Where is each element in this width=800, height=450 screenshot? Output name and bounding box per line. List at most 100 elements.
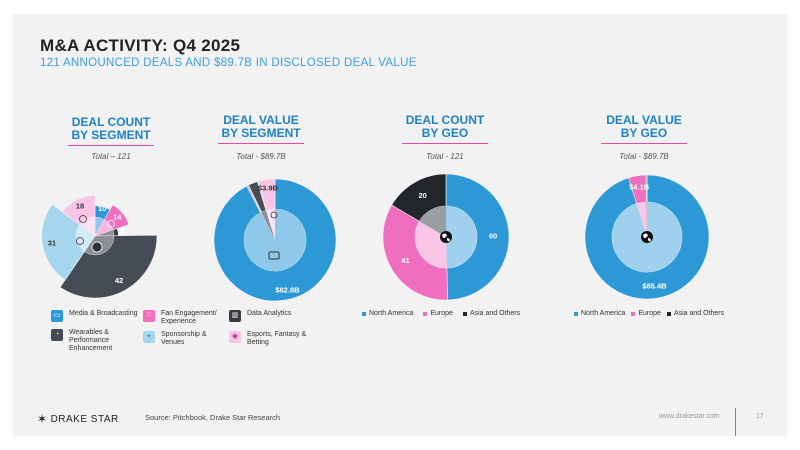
source-note: Source: Pitchbook, Drake Star Research [145,413,281,422]
logo-text: DRAKE STAR [50,413,119,425]
chart1-slice-4 [41,203,96,281]
chart3-label-2: 20 [419,191,427,200]
chart4-slice-2 [645,174,648,203]
charts-canvas: 10 14 6 42 31 18 $82.8B $3.9B 60 41 20 $85.4B $4.1B [41,173,710,302]
chart4-label-1: $4.1B [629,183,650,192]
panel-2-title-line2: BY SEGMENT [221,126,301,140]
star-icon: ✶ [37,412,48,426]
slide: M&A ACTIVITY: Q4 2025 121 ANNOUNCED DEAL… [13,14,787,436]
geo-legend-value-asia: Asia and Others [666,310,725,317]
geo-legend-value-na: North America [574,310,625,317]
chart1-label-3: 42 [115,276,123,285]
legend-item-media: ▭ Media & Broadcasting [51,310,143,322]
geo-legend-value-eu-label: Europe [638,310,661,317]
chart1-label-1: 14 [113,213,122,222]
legend-item-sponsorship: ⌖ Sponsorship & Venues [143,331,223,347]
geo-legend-count-asia-label: Asia and Others [469,310,521,317]
legend-dot-na [362,311,366,316]
chart2-inner-slice-1 [260,212,275,240]
chart1-heart-icon [107,220,115,228]
legend-item-data: ▥ Data Analytics [229,310,329,322]
legend-dot-asia [462,311,467,316]
footer-divider [735,408,736,436]
chart1-slice-3 [59,234,158,299]
page-title: M&A ACTIVITY: Q4 2025 [40,36,241,55]
panel-2-heading: DEAL VALUE BY SEGMENT [186,114,336,144]
heart-hand-icon: ♡ [143,310,155,322]
chart2-inner-slice-3 [261,210,275,240]
chart1-label-4: 31 [48,238,56,247]
chart3-slice-1 [382,204,448,301]
globe-icon [440,231,452,243]
globe-icon-2 [641,231,653,243]
legend-label-data: Data Analytics [247,310,292,317]
chart2-inner-slice-4 [266,210,275,240]
panel-1-title-line2: BY SEGMENT [71,128,151,142]
panel-1-title-line1: DEAL COUNT [71,115,151,129]
panel-4-title-line2: BY GEO [620,126,668,140]
geo-legend-value-asia-label: Asia and Others [673,310,725,317]
geo-legend-value-na-label: North America [581,310,626,317]
geo-legend-value-eu: Europe [631,310,661,317]
gamepad-icon: ◉ [229,331,241,343]
panel-3-underline [402,143,488,144]
chart1-label-5: 18 [76,201,84,210]
globe-icon-land [442,233,450,242]
panel-2-underline [218,143,304,144]
legend-dot-eu-2 [631,311,636,316]
panel-1-heading: DEAL COUNT BY SEGMENT [36,116,186,146]
panel-4-heading: DEAL VALUE BY GEO [569,114,719,144]
chart2-label-0: $82.8B [275,285,300,294]
legend-dot-eu [423,311,428,316]
geo-legend-count-asia: Asia and Others [462,310,521,317]
chart3-label-1: 41 [401,256,409,265]
chart1-pin-icon [76,237,84,245]
panel-4-total: Total - $89.7B [619,152,669,161]
chart3-inner-slice-1 [415,221,447,268]
chart4-inner-slice-1 [636,202,647,237]
panel-4-title-line1: DEAL VALUE [606,113,682,127]
legend-label-esports: Esports, Fantasy & Betting [247,331,307,346]
chart1-label-0: 10 [98,204,106,213]
chart3-label-0: 60 [489,231,497,240]
segment-legend: ▭ Media & Broadcasting ♡ Fan Engagement/… [51,310,341,370]
chart2-label-5: $3.9B [258,183,279,192]
chart2-gamepad-icon [270,211,278,219]
geo-legend-count-eu-label: Europe [430,310,453,317]
chart3-inner-slice-0 [446,206,477,268]
chart2-inner-slice-5 [266,209,275,240]
gauge-icon: ◔ [51,329,63,341]
panel-3-total: Total - 121 [426,152,464,161]
chart1-inner-slice-4 [75,224,96,252]
geo-legend-value: North America Europe Asia and Others [574,310,734,317]
panel-1-total: Total – 121 [91,152,131,161]
legend-item-esports: ◉ Esports, Fantasy & Betting [229,331,313,347]
globe-icon-2-land [643,233,651,242]
legend-dot-asia-2 [666,311,671,316]
panel-2-title-line1: DEAL VALUE [223,113,299,127]
legend-label-fan: Fan Engagement/ Experience [161,310,217,325]
geo-legend-count-na: North America [362,310,413,317]
geo-legend-count-na-label: North America [369,310,414,317]
panel-3-title-line2: BY GEO [421,126,469,140]
legend-item-wearables: ◔ Wearables & Performance Enhancement [51,329,137,353]
page-subtitle: 121 ANNOUNCED DEALS AND $89.7B IN DISCLO… [40,57,417,69]
legend-item-fan: ♡ Fan Engagement/ Experience [143,310,231,326]
chart3-inner-slice-2 [419,206,446,237]
geo-legend-count: North America Europe Asia and Others [362,310,530,317]
page-number: 17 [756,413,764,420]
legend-label-sponsorship: Sponsorship & Venues [161,331,207,346]
legend-label-wearables: Wearables & Performance Enhancement [69,329,113,352]
chart1-gamepad-icon [79,215,87,223]
chart1-gauge-icon [91,241,103,253]
chart2-inner-slice-2 [261,212,275,240]
broadcast-icon: ▭ [51,310,63,322]
panel-3-title-line1: DEAL COUNT [405,113,485,127]
bar-chart-icon: ▥ [229,310,241,322]
chart4-label-0: $85.4B [642,281,667,290]
legend-dot-na-2 [574,311,578,316]
panel-3-heading: DEAL COUNT BY GEO [370,114,520,144]
geo-legend-count-eu: Europe [423,310,453,317]
panel-1-underline [68,145,154,146]
legend-label-media: Media & Broadcasting [69,310,138,317]
